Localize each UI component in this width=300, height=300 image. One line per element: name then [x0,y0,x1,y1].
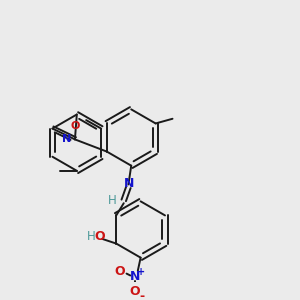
Text: -: - [139,290,144,300]
Text: N: N [124,177,135,190]
Text: +: + [136,267,145,277]
Text: O: O [115,265,125,278]
Text: O: O [94,230,105,244]
Text: H: H [86,230,95,244]
Text: O: O [71,121,80,131]
Text: N: N [62,134,71,144]
Text: O: O [130,285,140,298]
Text: H: H [108,194,117,207]
Text: N: N [130,270,140,283]
